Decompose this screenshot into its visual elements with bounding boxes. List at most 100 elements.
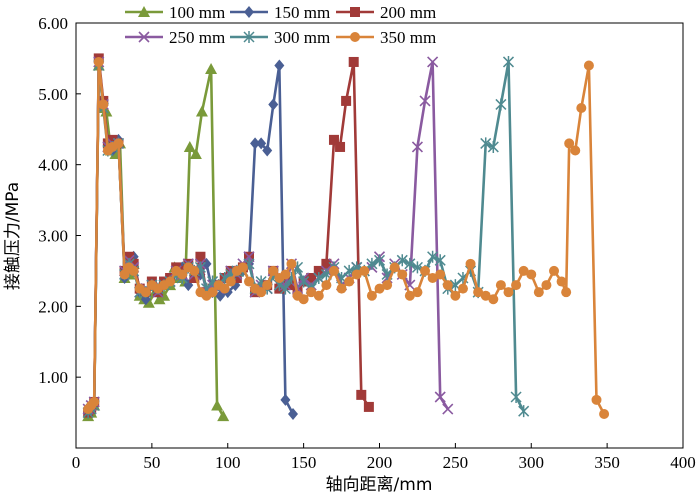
asterisk-marker bbox=[279, 282, 291, 295]
x-tick-label: 50 bbox=[143, 453, 160, 472]
circle-marker bbox=[374, 283, 385, 294]
triangle-marker bbox=[138, 6, 150, 17]
x-tick-label: 200 bbox=[367, 453, 393, 472]
asterisk-marker bbox=[480, 137, 492, 150]
square-marker bbox=[195, 251, 206, 262]
circle-marker bbox=[207, 287, 218, 298]
square-marker bbox=[313, 265, 324, 276]
x-marker bbox=[411, 141, 424, 153]
diamond-marker bbox=[244, 6, 254, 18]
circle-marker bbox=[549, 265, 560, 276]
circle-marker bbox=[344, 276, 355, 287]
circle-marker bbox=[533, 287, 544, 298]
circle-marker bbox=[570, 145, 581, 156]
x-marker bbox=[138, 31, 150, 43]
x-tick-label: 250 bbox=[443, 453, 469, 472]
legend-item: 250 mm bbox=[125, 28, 225, 47]
circle-marker bbox=[359, 265, 370, 276]
square-marker bbox=[306, 273, 317, 283]
series-line bbox=[87, 60, 525, 414]
circle-marker bbox=[256, 287, 267, 298]
circle-marker bbox=[404, 290, 415, 301]
asterisk-marker bbox=[502, 55, 515, 68]
triangle-marker bbox=[217, 410, 230, 422]
square-marker bbox=[231, 273, 242, 283]
square-marker bbox=[356, 389, 367, 400]
x-tick-label: 300 bbox=[519, 453, 545, 472]
circle-marker bbox=[366, 290, 377, 301]
circle-marker bbox=[473, 287, 484, 298]
x-marker bbox=[434, 391, 446, 403]
circle-marker bbox=[177, 269, 188, 280]
diamond-marker bbox=[262, 144, 273, 157]
x-marker bbox=[427, 56, 439, 68]
circle-marker bbox=[541, 280, 552, 291]
circle-marker bbox=[583, 60, 594, 71]
series-line bbox=[87, 57, 370, 414]
asterisk-marker bbox=[373, 254, 386, 267]
circle-marker bbox=[518, 265, 529, 276]
circle-marker bbox=[465, 258, 476, 269]
diamond-marker bbox=[280, 393, 291, 406]
circle-marker bbox=[119, 269, 130, 280]
circle-marker bbox=[488, 294, 499, 305]
x-tick-label: 100 bbox=[215, 453, 241, 472]
circle-marker bbox=[480, 290, 491, 301]
legend-item: 200 mm bbox=[336, 3, 436, 22]
circle-marker bbox=[262, 280, 273, 291]
circle-marker bbox=[442, 280, 453, 291]
square-marker bbox=[363, 401, 374, 412]
circle-marker bbox=[165, 276, 176, 287]
plot-area bbox=[75, 22, 684, 449]
legend-label: 100 mm bbox=[169, 3, 225, 22]
square-marker bbox=[107, 134, 118, 145]
asterisk-marker bbox=[396, 254, 408, 267]
legend-label: 250 mm bbox=[169, 28, 225, 47]
asterisk-marker bbox=[243, 31, 255, 43]
asterisk-marker bbox=[313, 272, 325, 284]
x-tick-label: 150 bbox=[291, 453, 317, 472]
circle-marker bbox=[243, 276, 254, 287]
y-tick-label: 3.00 bbox=[38, 227, 68, 246]
circle-marker bbox=[313, 290, 324, 301]
series-300-mm bbox=[82, 55, 530, 419]
circle-marker bbox=[556, 276, 567, 287]
diamond-marker bbox=[256, 137, 267, 150]
series-line bbox=[87, 60, 606, 415]
y-tick-label: 1.00 bbox=[38, 368, 68, 387]
legend-item: 350 mm bbox=[336, 28, 436, 47]
square-marker bbox=[350, 7, 360, 17]
circle-marker bbox=[457, 283, 468, 294]
series-layer bbox=[82, 53, 610, 422]
circle-marker bbox=[435, 269, 446, 280]
circle-marker bbox=[328, 265, 339, 276]
x-marker bbox=[442, 403, 454, 415]
triangle-marker bbox=[183, 140, 196, 152]
circle-marker bbox=[128, 265, 139, 276]
circle-marker bbox=[237, 262, 248, 273]
x-tick-label: 400 bbox=[670, 453, 696, 472]
asterisk-marker bbox=[495, 98, 507, 111]
y-tick-label: 6.00 bbox=[38, 14, 68, 33]
circle-marker bbox=[591, 394, 602, 405]
square-marker bbox=[286, 280, 297, 291]
series-200-mm bbox=[83, 53, 374, 418]
series-line bbox=[87, 60, 449, 410]
square-marker bbox=[328, 134, 339, 145]
x-axis: 0 50 100 150 200 250 300 350 400 bbox=[72, 443, 696, 472]
x-axis-title: 轴向距离/mm bbox=[326, 475, 433, 495]
y-axis-title: 接触压力/MPa bbox=[3, 182, 23, 290]
triangle-marker bbox=[189, 148, 202, 160]
triangle-marker bbox=[158, 289, 171, 301]
y-tick-label: 4.00 bbox=[38, 156, 68, 175]
circle-marker bbox=[268, 265, 279, 276]
circle-marker bbox=[336, 283, 347, 294]
asterisk-marker bbox=[434, 254, 446, 267]
y-tick-label: 5.00 bbox=[38, 85, 68, 104]
legend: 100 mm 150 mm 200 mm 250 mm 300 mm 350 mm bbox=[125, 3, 436, 47]
diamond-marker bbox=[288, 408, 299, 420]
circle-marker bbox=[113, 138, 124, 149]
circle-marker bbox=[495, 280, 506, 291]
y-axis: 1.00 2.00 3.00 4.00 5.00 6.00 bbox=[38, 14, 81, 387]
asterisk-marker bbox=[510, 391, 522, 403]
